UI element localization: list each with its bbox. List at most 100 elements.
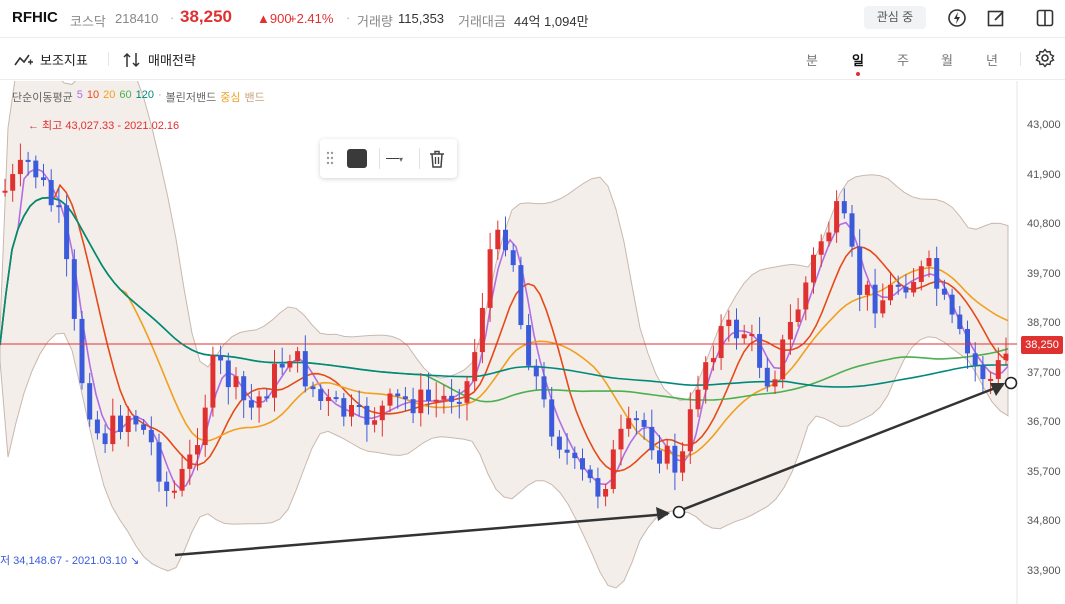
candle-body	[25, 159, 31, 162]
candle-body	[1003, 353, 1009, 361]
candle-body	[272, 363, 277, 398]
candle-body	[918, 266, 924, 282]
candle-body	[988, 378, 994, 381]
candle-body	[965, 328, 970, 354]
layout-icon[interactable]	[1033, 6, 1057, 30]
candle-body	[772, 379, 778, 387]
low-annotation: 저 34,148.67 - 2021.03.10 ↘	[0, 555, 140, 567]
amount-label: 거래대금	[458, 14, 506, 29]
y-tick-label: 33,900	[1027, 564, 1061, 577]
candle-body	[726, 319, 732, 327]
candle-body	[426, 389, 431, 401]
candle-body	[556, 436, 562, 450]
candle-body	[295, 351, 301, 362]
candle-body	[710, 358, 716, 363]
candle-body	[279, 363, 285, 368]
candle-body	[179, 468, 185, 491]
candle-body	[803, 282, 809, 310]
candle-body	[464, 381, 470, 403]
lightning-icon[interactable]	[945, 6, 969, 30]
trendline-handle[interactable]	[1004, 376, 1018, 390]
candle-body	[618, 428, 624, 450]
candle-body	[241, 376, 247, 401]
candle-body	[148, 429, 154, 443]
candle-body	[171, 490, 177, 493]
candle-body	[133, 415, 139, 425]
candle-body	[941, 288, 947, 295]
candle-body	[456, 401, 462, 404]
bollinger-band	[0, 81, 1009, 589]
candle-body	[895, 284, 901, 287]
drag-handle-icon[interactable]	[326, 151, 334, 165]
indicator-legend: 단순이동평균 5 10 20 60 120 · 볼린저밴드 중심 밴드	[12, 89, 265, 105]
candle-body	[479, 307, 485, 353]
candle-body	[626, 418, 632, 429]
divider	[419, 148, 420, 169]
candle-body	[533, 365, 539, 377]
candle-body	[418, 389, 424, 414]
candle-body	[495, 229, 501, 250]
edit-icon[interactable]	[984, 6, 1008, 30]
trendline-handle[interactable]	[672, 505, 686, 519]
candle-body	[664, 445, 670, 464]
candle-body	[33, 160, 39, 178]
candle-body	[472, 352, 478, 382]
line-style-button[interactable]: —▾	[386, 150, 404, 165]
sma-5: 5	[76, 89, 83, 101]
candle-body	[387, 393, 393, 406]
period-day[interactable]: 일	[852, 53, 864, 68]
candle-body	[118, 415, 123, 433]
candle-body	[580, 458, 585, 470]
period-minute[interactable]: 분	[806, 53, 818, 68]
candle-body	[587, 469, 593, 479]
candle-body	[949, 294, 955, 315]
candle-body	[818, 241, 824, 255]
candle-body	[372, 420, 378, 425]
candle-body	[811, 254, 816, 283]
candle-body	[156, 442, 162, 482]
period-month[interactable]: 월	[941, 53, 953, 68]
divider	[1020, 52, 1021, 66]
candle-body	[780, 339, 786, 380]
candle-body	[164, 481, 170, 491]
sma-line-20	[0, 196, 1009, 458]
candle-body	[957, 314, 963, 329]
gear-icon[interactable]	[1033, 46, 1057, 70]
indicators-button[interactable]: 보조지표	[14, 50, 88, 69]
candle-body	[48, 180, 54, 206]
candle-body	[248, 400, 254, 408]
candle-body	[356, 405, 362, 408]
candle-body	[687, 409, 693, 452]
strategy-button[interactable]: 매매전략	[122, 50, 196, 69]
y-tick-label: 43,000	[1027, 119, 1061, 131]
candle-body	[911, 281, 917, 293]
candle-body	[310, 386, 316, 390]
indicator-icon	[14, 54, 33, 65]
period-week[interactable]: 주	[897, 53, 909, 68]
candle-body	[287, 361, 293, 368]
candle-body	[349, 405, 354, 417]
candle-body	[657, 450, 662, 464]
trend-lines[interactable]	[174, 376, 1018, 557]
candle-body	[888, 284, 893, 301]
candle-body	[903, 286, 909, 293]
candle-body	[641, 419, 647, 427]
candlesticks	[2, 143, 1009, 509]
amount-value: 44억 1,094만	[514, 14, 589, 29]
price-chart[interactable]	[0, 81, 1065, 604]
bb-center: 중심	[220, 92, 241, 104]
y-tick-label: 35,700	[1027, 465, 1061, 478]
volume-value: 115,353	[398, 11, 445, 26]
color-picker-button[interactable]	[347, 149, 367, 168]
candle-body	[749, 334, 755, 337]
candle-body	[302, 351, 308, 387]
candle-body	[433, 399, 439, 402]
candle-body	[572, 452, 578, 459]
sma-20: 20	[103, 89, 116, 101]
y-tick-label: 34,800	[1027, 515, 1061, 527]
candle-body	[603, 489, 609, 497]
watchlist-button[interactable]: 관심 중	[864, 6, 926, 29]
ticker-name: RFHIC	[12, 9, 58, 26]
trash-icon[interactable]	[426, 148, 448, 170]
period-year[interactable]: 년	[986, 53, 998, 68]
